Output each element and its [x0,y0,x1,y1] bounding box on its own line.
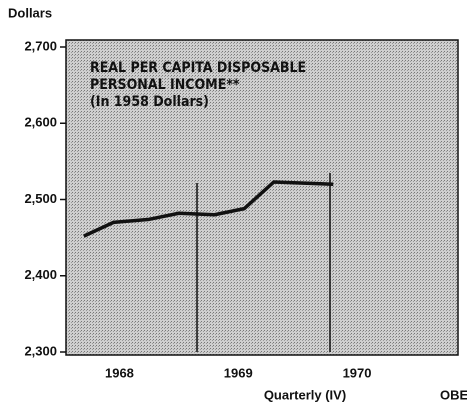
y-tick-label: 2,700 [24,38,57,53]
title: PERSONAL INCOME** [90,77,240,93]
plot-area [65,39,459,356]
x-tick-label: 1969 [224,365,253,380]
source: OBE [440,387,467,402]
x-tick-label: 1968 [105,365,134,380]
y-tick-label: 2,300 [24,343,57,358]
y-tick-label: 2,500 [24,191,57,206]
y-tick-label: 2,600 [24,115,57,130]
title: REAL PER CAPITA DISPOSABLE [90,60,306,76]
line-series [83,180,334,238]
title: (In 1958 Dollars) [90,94,209,110]
y-tick-label: 2,400 [24,267,57,282]
y-axis-label: Dollars [8,5,52,20]
x-axis-label: Quarterly (IV) [264,387,346,402]
x-tick-label: 1970 [343,365,372,380]
